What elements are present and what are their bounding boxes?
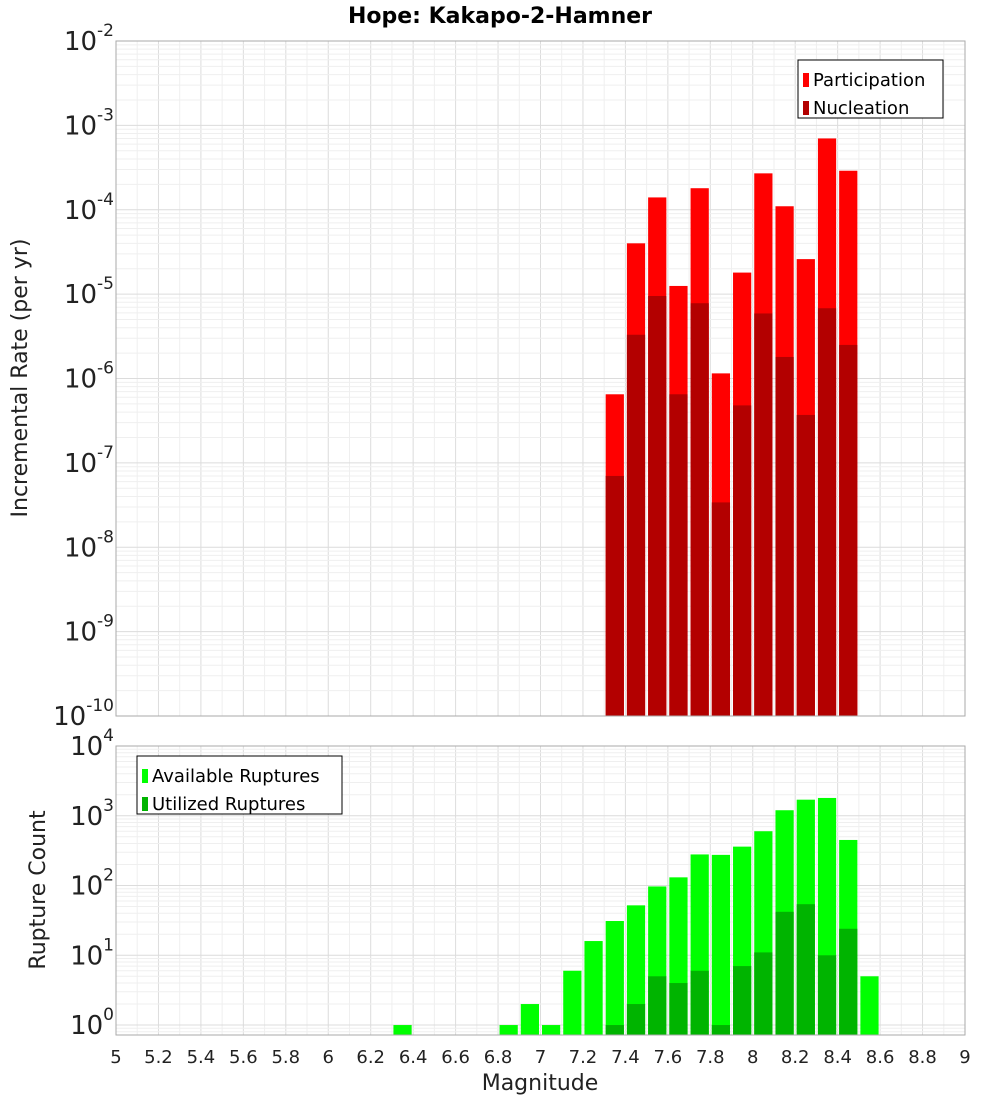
x-tick-label: 6.8 <box>484 1047 513 1068</box>
x-tick-label: 5.6 <box>229 1047 258 1068</box>
bar-nucleation <box>733 405 752 716</box>
y-tick-label: 10-4 <box>64 190 114 226</box>
bar-available-ruptures <box>626 905 646 1035</box>
y-tick-label: 10-7 <box>64 443 114 479</box>
y-tick-label: 100 <box>70 1005 114 1041</box>
bar-available-ruptures <box>393 1025 412 1035</box>
legend-box <box>797 59 944 119</box>
y-tick-label: 10-9 <box>64 612 114 648</box>
bar-utilized-ruptures <box>605 1025 624 1035</box>
x-tick-label: 5 <box>110 1047 121 1068</box>
count-y-axis-label: Rupture Count <box>26 810 51 970</box>
bar-utilized-ruptures <box>626 1004 646 1035</box>
count-legend: Available Ruptures Utilized Ruptures <box>136 755 343 815</box>
rate-bars <box>605 138 858 717</box>
bar-utilized-ruptures <box>796 904 815 1035</box>
legend-swatch <box>142 769 148 783</box>
bar-utilized-ruptures <box>648 976 667 1035</box>
x-tick-label: 7.4 <box>611 1047 640 1068</box>
bar-nucleation <box>626 334 646 716</box>
bar-available-ruptures <box>860 976 879 1035</box>
y-tick-label: 10-6 <box>64 359 114 395</box>
bar-nucleation <box>669 394 688 716</box>
rate-gridlines <box>115 40 966 717</box>
y-tick-label: 104 <box>70 726 114 762</box>
x-axis-label: Magnitude <box>482 1071 599 1096</box>
y-tick-label: 101 <box>70 935 114 971</box>
bar-nucleation <box>754 313 773 716</box>
bar-nucleation <box>817 308 837 716</box>
bar-available-ruptures <box>542 1025 561 1035</box>
x-tick-label: 5.8 <box>271 1047 300 1068</box>
x-tick-label: 7.8 <box>696 1047 725 1068</box>
bar-nucleation <box>796 414 815 716</box>
x-tick-label: 6 <box>323 1047 334 1068</box>
rate-panel: 10-10 10-9 10-8 10-7 10-6 10-5 10-4 10-3 10-2 In… <box>8 21 966 732</box>
y-tick-label: 103 <box>70 796 114 832</box>
x-tick-label: 8.8 <box>908 1047 937 1068</box>
y-tick-label: 10-5 <box>64 274 114 310</box>
bar-available-ruptures <box>563 970 582 1035</box>
count-panel: 100 101 102 103 104 5 5.2 5.4 5.6 5.8 6 6.2 6.4 6.6 6… <box>26 726 971 1096</box>
y-tick-label: 10-2 <box>64 21 114 57</box>
x-tick-label: 6.6 <box>441 1047 470 1068</box>
y-tick-label: 102 <box>70 866 114 902</box>
x-tick-label: 5.4 <box>187 1047 216 1068</box>
x-tick-label: 6.2 <box>356 1047 385 1068</box>
bar-nucleation <box>690 303 709 716</box>
rate-plot-frame <box>115 40 966 717</box>
bar-available-ruptures <box>499 1025 518 1035</box>
legend-box <box>136 755 343 815</box>
bar-nucleation <box>775 356 794 716</box>
x-tick-label: 8.4 <box>823 1047 852 1068</box>
bar-nucleation <box>839 344 858 716</box>
y-tick-label: 10-8 <box>64 527 114 563</box>
bar-available-ruptures <box>711 854 731 1035</box>
x-tick-label: 7.2 <box>569 1047 598 1068</box>
bar-available-ruptures <box>605 921 624 1035</box>
x-tick-label: 9 <box>959 1047 970 1068</box>
legend-entry: Utilized Ruptures <box>152 794 305 815</box>
x-tick-label: 7.6 <box>654 1047 683 1068</box>
bar-nucleation <box>648 296 667 716</box>
bar-available-ruptures <box>520 1004 539 1035</box>
bar-utilized-ruptures <box>711 1025 731 1035</box>
bar-nucleation <box>711 502 731 716</box>
x-tick-labels: 5 5.2 5.4 5.6 5.8 6 6.2 6.4 6.6 6.8 7 7.2 7.4 7.6 7.8 8… <box>110 1047 970 1068</box>
legend-entry: Available Ruptures <box>152 766 320 787</box>
bar-available-ruptures <box>584 941 603 1035</box>
x-tick-label: 8.2 <box>781 1047 810 1068</box>
legend-swatch <box>803 101 809 115</box>
x-tick-label: 7 <box>535 1047 546 1068</box>
y-tick-label: 10-3 <box>64 105 114 141</box>
x-tick-label: 5.2 <box>144 1047 173 1068</box>
legend-entry: Nucleation <box>813 98 909 119</box>
bar-nucleation <box>605 475 624 716</box>
count-y-tick-labels: 100 101 102 103 104 <box>70 726 114 1041</box>
x-tick-label: 8 <box>747 1047 758 1068</box>
bar-utilized-ruptures <box>690 970 709 1035</box>
rate-legend: Participation Nucleation <box>797 59 944 119</box>
x-tick-label: 8.6 <box>866 1047 895 1068</box>
chart-title: Hope: Kakapo-2-Hamner <box>348 4 652 29</box>
legend-swatch <box>142 797 148 811</box>
x-tick-label: 6.4 <box>399 1047 428 1068</box>
bar-utilized-ruptures <box>817 955 837 1035</box>
bar-utilized-ruptures <box>775 911 794 1035</box>
legend-swatch <box>803 73 809 87</box>
rate-y-axis-label: Incremental Rate (per yr) <box>8 239 33 518</box>
bar-utilized-ruptures <box>839 928 858 1035</box>
count-bars <box>393 797 879 1035</box>
bar-utilized-ruptures <box>669 983 688 1035</box>
count-plot-frame <box>115 745 966 1036</box>
bar-utilized-ruptures <box>733 966 752 1035</box>
legend-entry: Participation <box>813 70 925 91</box>
y-tick-label: 10-10 <box>53 696 114 732</box>
bar-utilized-ruptures <box>754 952 773 1035</box>
rate-y-tick-labels: 10-10 10-9 10-8 10-7 10-6 10-5 10-4 10-3 10-2 <box>53 21 114 732</box>
